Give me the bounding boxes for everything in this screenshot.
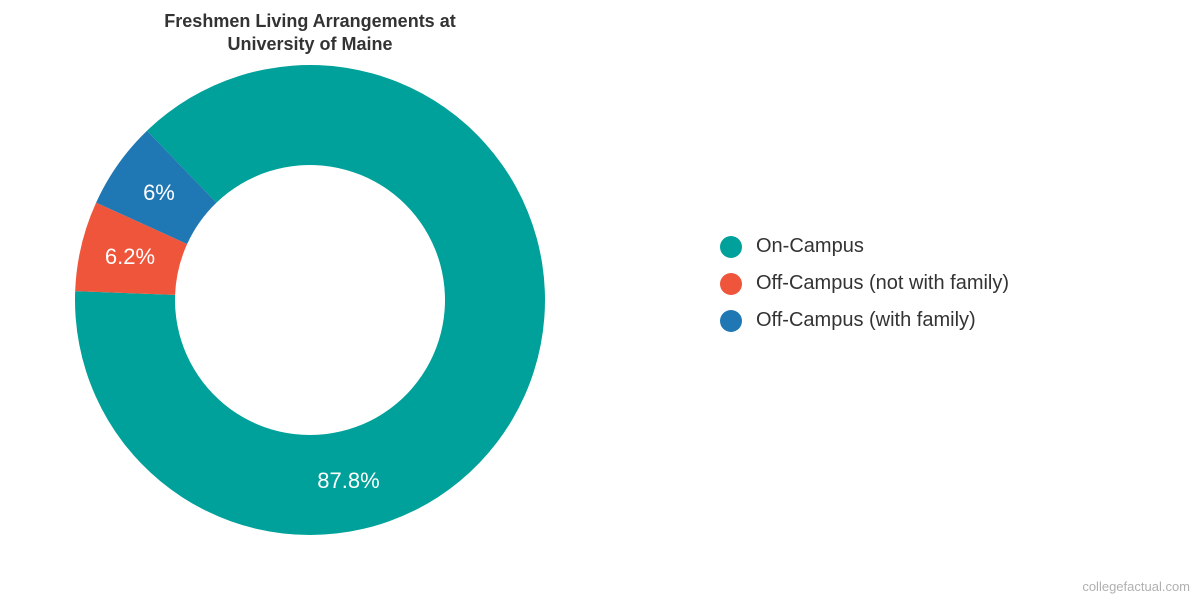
legend-label-2: Off-Campus (with family) [756,309,976,332]
donut-svg [70,60,550,540]
legend-item-0: On-Campus [720,235,1009,258]
legend-swatch-0 [720,236,742,258]
legend-item-2: Off-Campus (with family) [720,309,1009,332]
title-line-2: University of Maine [227,34,392,54]
slice-label-1: 6.2% [105,244,155,270]
legend-swatch-1 [720,273,742,295]
legend-label-1: Off-Campus (not with family) [756,272,1009,295]
slice-label-2: 6% [143,180,175,206]
slice-label-0: 87.8% [317,468,379,494]
legend: On-Campus Off-Campus (not with family) Off… [720,235,1009,346]
watermark: collegefactual.com [1082,579,1190,594]
donut-wrap: 87.8% 6.2% 6% [70,60,550,540]
legend-label-0: On-Campus [756,235,864,258]
title-line-1: Freshmen Living Arrangements at [164,11,455,31]
chart-title: Freshmen Living Arrangements at Universi… [0,10,620,57]
donut-chart-container: Freshmen Living Arrangements at Universi… [0,0,1200,600]
legend-item-1: Off-Campus (not with family) [720,272,1009,295]
legend-swatch-2 [720,310,742,332]
